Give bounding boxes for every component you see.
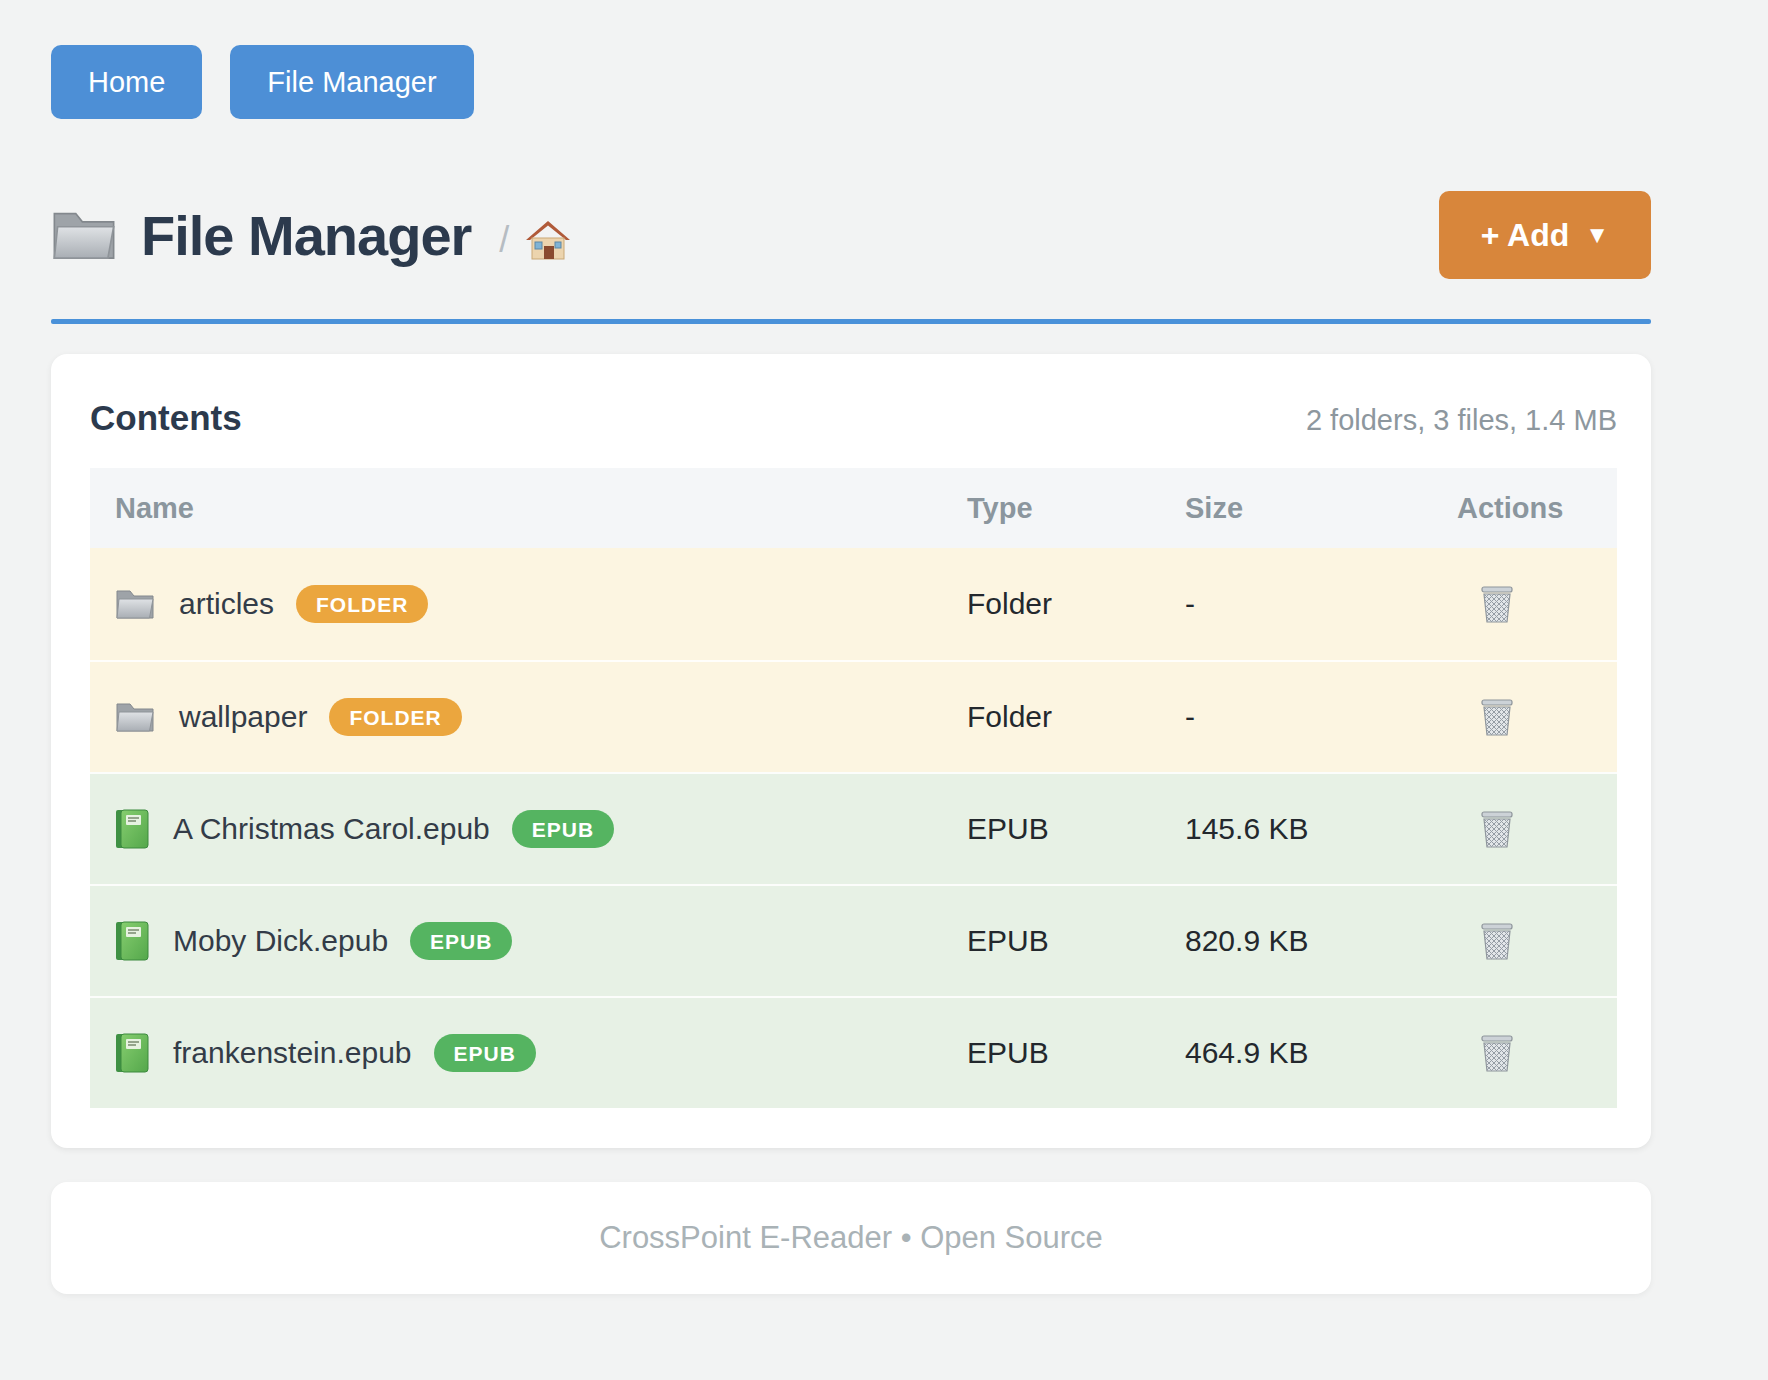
size-cell: 145.6 KB [1185,812,1457,846]
folder-icon [115,587,155,621]
size-cell: - [1185,587,1457,621]
actions-cell [1457,921,1617,961]
house-icon[interactable] [525,219,571,261]
delete-button[interactable] [1479,584,1515,624]
table-row: articles FOLDER Folder - [90,548,1617,660]
green-book-icon [115,809,149,849]
folder-badge: FOLDER [296,585,428,623]
page-header: File Manager / + Add ▼ [51,191,1651,279]
breadcrumb-separator: / [499,219,509,261]
epub-badge: EPUB [512,810,614,848]
name-cell: articles FOLDER [90,585,967,623]
trash-icon [1479,584,1515,624]
type-cell: EPUB [967,1036,1185,1070]
table-row: A Christmas Carol.epub EPUB EPUB 145.6 K… [90,772,1617,884]
contents-card: Contents 2 folders, 3 files, 1.4 MB Name… [51,354,1651,1148]
file-name-link[interactable]: A Christmas Carol.epub [173,812,490,846]
top-nav: Home File Manager [51,0,1651,119]
footer-card: CrossPoint E-Reader • Open Source [51,1182,1651,1294]
size-cell: - [1185,700,1457,734]
file-name-link[interactable]: wallpaper [179,700,307,734]
header-divider [51,319,1651,324]
column-header-size: Size [1185,492,1457,525]
trash-icon [1479,921,1515,961]
green-book-icon [115,921,149,961]
table-row: Moby Dick.epub EPUB EPUB 820.9 KB [90,884,1617,996]
nav-button-file-manager[interactable]: File Manager [230,45,473,119]
trash-icon [1479,1033,1515,1073]
file-name-link[interactable]: Moby Dick.epub [173,924,388,958]
file-table: Name Type Size Actions articles FOLDER F… [90,468,1617,1108]
column-header-actions: Actions [1457,492,1617,525]
name-cell: frankenstein.epub EPUB [90,1033,967,1073]
page: Home File Manager File Manager / + Add ▼… [51,0,1651,1294]
actions-cell [1457,697,1617,737]
table-row: frankenstein.epub EPUB EPUB 464.9 KB [90,996,1617,1108]
caret-down-icon: ▼ [1585,221,1609,249]
column-header-name: Name [90,492,967,525]
folder-icon [51,207,117,263]
trash-icon [1479,697,1515,737]
delete-button[interactable] [1479,921,1515,961]
trash-icon [1479,809,1515,849]
type-cell: EPUB [967,924,1185,958]
contents-summary: 2 folders, 3 files, 1.4 MB [1306,404,1617,437]
folder-badge: FOLDER [329,698,461,736]
title-wrap: File Manager / [51,203,571,268]
name-cell: wallpaper FOLDER [90,698,967,736]
type-cell: Folder [967,587,1185,621]
table-row: wallpaper FOLDER Folder - [90,660,1617,772]
delete-button[interactable] [1479,809,1515,849]
footer-text: CrossPoint E-Reader • Open Source [599,1220,1103,1256]
contents-title: Contents [90,398,242,438]
file-name-link[interactable]: articles [179,587,274,621]
delete-button[interactable] [1479,697,1515,737]
epub-badge: EPUB [434,1034,536,1072]
name-cell: A Christmas Carol.epub EPUB [90,809,967,849]
column-header-type: Type [967,492,1185,525]
size-cell: 820.9 KB [1185,924,1457,958]
actions-cell [1457,584,1617,624]
add-button[interactable]: + Add ▼ [1439,191,1651,279]
table-header-row: Name Type Size Actions [90,468,1617,548]
folder-icon [115,700,155,734]
page-title: File Manager [141,203,471,268]
size-cell: 464.9 KB [1185,1036,1457,1070]
epub-badge: EPUB [410,922,512,960]
type-cell: EPUB [967,812,1185,846]
file-name-link[interactable]: frankenstein.epub [173,1036,412,1070]
actions-cell [1457,1033,1617,1073]
type-cell: Folder [967,700,1185,734]
name-cell: Moby Dick.epub EPUB [90,921,967,961]
actions-cell [1457,809,1617,849]
delete-button[interactable] [1479,1033,1515,1073]
card-head: Contents 2 folders, 3 files, 1.4 MB [90,398,1617,438]
nav-button-home[interactable]: Home [51,45,202,119]
green-book-icon [115,1033,149,1073]
add-button-label: + Add [1481,217,1570,254]
